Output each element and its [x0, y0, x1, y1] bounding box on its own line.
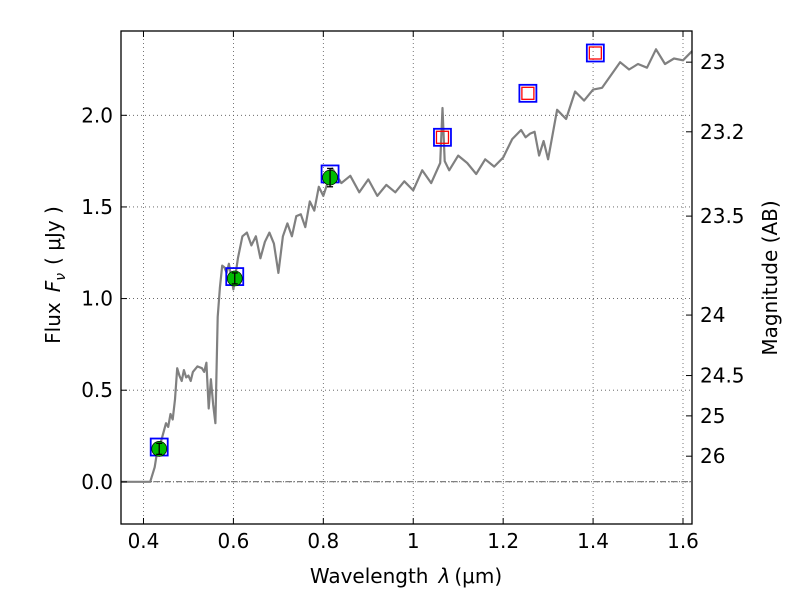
magnitude-axis-ticks: 23 23.2 23.5 24 24.5 25 26 — [686, 50, 745, 468]
spectrum-line — [121, 48, 693, 483]
x-tick-label-2: 0.8 — [307, 529, 339, 553]
x-tick-label-5: 1.4 — [577, 529, 609, 553]
y-tick-label-1: 0.5 — [81, 378, 113, 402]
y-tick-label-4: 2.0 — [81, 103, 113, 127]
grid — [121, 31, 692, 524]
x-tick-label-1: 0.6 — [217, 529, 249, 553]
y-tick-label-0: 0.0 — [81, 470, 113, 494]
y-tick-label-3: 1.5 — [81, 195, 113, 219]
model-photometry-square-3 — [433, 127, 452, 147]
upper-limit-square-1 — [521, 86, 535, 100]
magnitude-tick-label-5: 25 — [700, 404, 725, 428]
y-axis-label: FluxFν( μJy ) — [41, 206, 69, 344]
magnitude-tick-label-1: 23.2 — [700, 120, 745, 144]
x-tick-label-0: 0.4 — [128, 529, 160, 553]
photometry-points — [149, 43, 605, 457]
magnitude-tick-label-3: 24 — [700, 303, 725, 327]
y-tick-label-2: 1.0 — [81, 287, 113, 311]
model-photometry-square-5 — [585, 43, 605, 63]
upper-limit-square-0 — [435, 130, 450, 144]
x-tick-label-6: 1.6 — [667, 529, 699, 553]
y-axis-ticks: 0.0 0.5 1.0 1.5 2.0 — [81, 103, 127, 494]
upper-limit-square-2 — [588, 46, 602, 60]
x-tick-label-3: 1 — [407, 529, 420, 553]
x-axis-label: Wavelength λ (μm) — [310, 564, 502, 588]
x-axis-ticks: 0.4 0.6 0.8 1 1.2 1.4 1.6 — [128, 31, 699, 553]
magnitude-tick-label-0: 23 — [700, 50, 725, 74]
model-photometry-square-4 — [518, 83, 538, 103]
magnitude-tick-label-2: 23.5 — [700, 204, 745, 228]
magnitude-axis-label: Magnitude (AB) — [758, 200, 782, 355]
model-spectrum-series — [121, 48, 693, 483]
x-tick-label-4: 1.2 — [487, 529, 519, 553]
plot-frame — [120, 30, 693, 525]
magnitude-tick-label-4: 24.5 — [700, 364, 745, 388]
magnitude-tick-label-6: 26 — [700, 444, 725, 468]
